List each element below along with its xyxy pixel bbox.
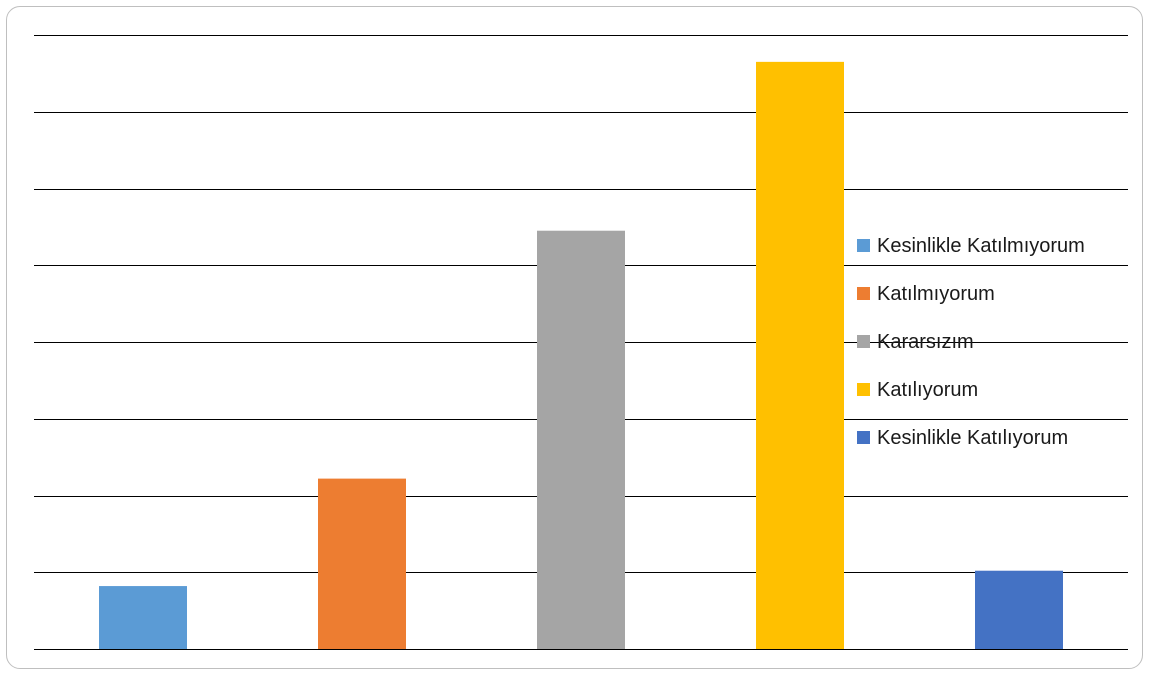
bar bbox=[756, 61, 844, 650]
legend-label: Kesinlikle Katılmıyorum bbox=[877, 235, 1085, 257]
bar bbox=[975, 570, 1063, 649]
legend: Kesinlikle Katılmıyorum Katılmıyorum Karar… bbox=[857, 235, 1085, 449]
bars bbox=[99, 61, 1063, 650]
legend-swatch bbox=[857, 287, 870, 300]
bar bbox=[537, 230, 625, 649]
legend-label: Kararsızım bbox=[877, 331, 974, 353]
bar bbox=[318, 478, 406, 649]
legend-swatch bbox=[857, 431, 870, 444]
legend-label: Katılmıyorum bbox=[877, 283, 995, 305]
legend-swatch bbox=[857, 335, 870, 348]
legend-label: Kesinlikle Katılıyorum bbox=[877, 427, 1068, 449]
legend-swatch bbox=[857, 239, 870, 252]
legend-swatch bbox=[857, 383, 870, 396]
bar bbox=[99, 586, 187, 649]
legend-label: Katılıyorum bbox=[877, 379, 978, 401]
